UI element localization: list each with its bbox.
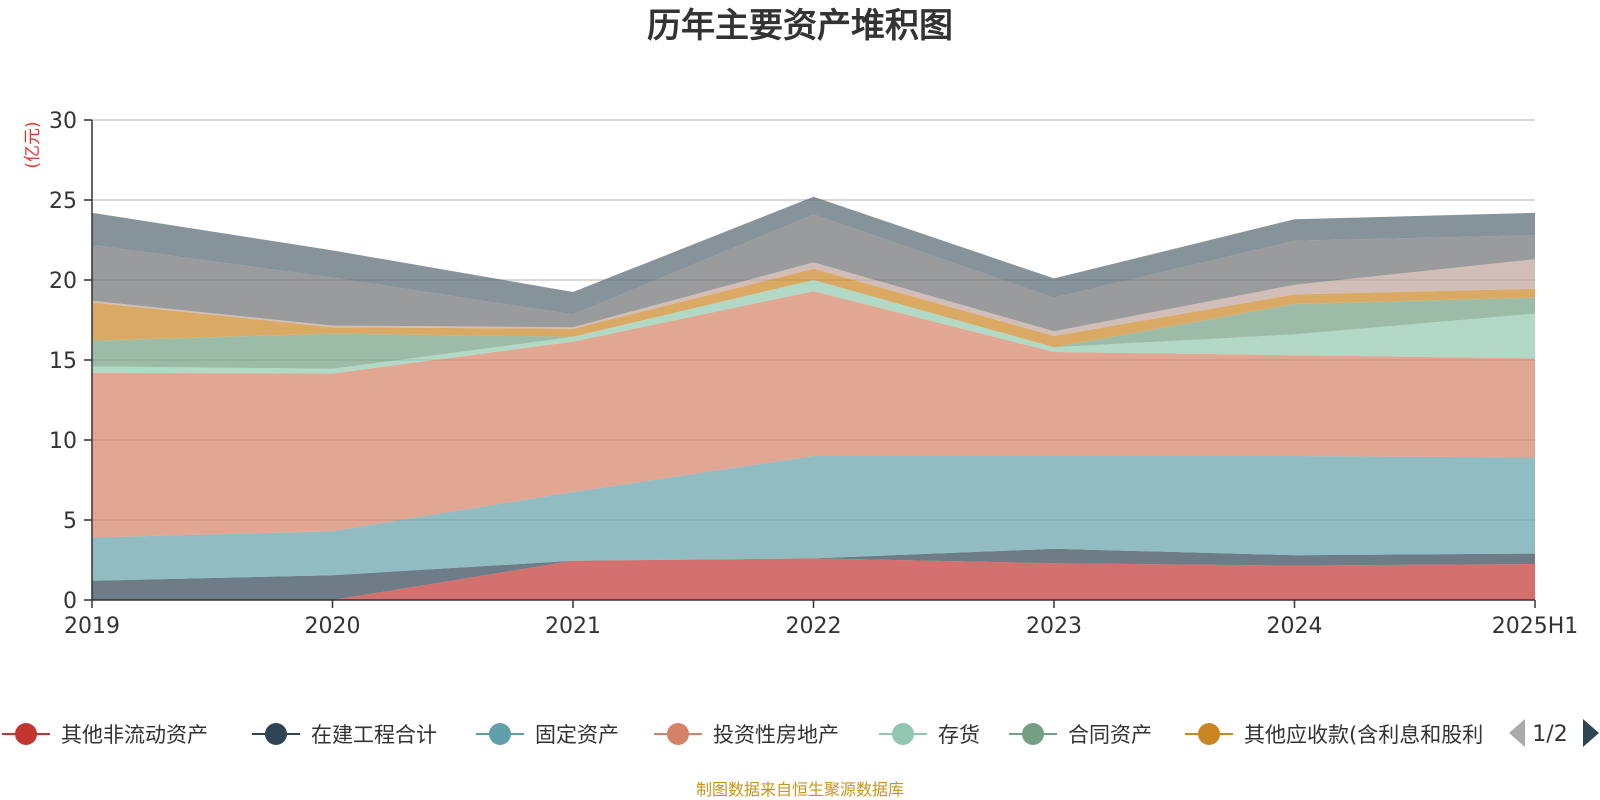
area-series-2 [92, 456, 1535, 581]
legend-pager: 1/2 [1509, 719, 1599, 747]
legend-item[interactable]: 在建工程合计 [252, 723, 437, 747]
legend-item[interactable]: 固定资产 [476, 723, 619, 747]
legend-circle-icon [892, 723, 914, 745]
area-series-5 [92, 280, 1535, 369]
area-series-0 [92, 558, 1535, 600]
area-series-8 [92, 214, 1535, 332]
y-tick-label: 0 [63, 589, 77, 614]
legend-item[interactable]: 合同资产 [1009, 723, 1152, 747]
y-tick-label: 20 [49, 269, 77, 294]
legend-item[interactable]: 其他非流动资产 [2, 723, 208, 747]
chart-title: 历年主要资产堆积图 [647, 6, 953, 46]
data-source-note: 制图数据来自恒生聚源数据库 [696, 780, 904, 799]
legend-page-indicator: 1/2 [1532, 722, 1567, 747]
y-tick-label: 30 [49, 109, 77, 134]
axes: 0 5 10 15 20 25 30 2019 2020 2021 2022 2023 2024 2025… [49, 109, 1578, 639]
legend-item[interactable]: 其他应收款(含利息和股利) [1185, 723, 1491, 747]
y-tick-label: 10 [49, 429, 77, 454]
legend-item-label: 固定资产 [535, 723, 619, 747]
legend-item-label: 投资性房地产 [713, 723, 839, 747]
y-tick-label: 25 [49, 189, 77, 214]
legend: 其他非流动资产 在建工程合计 固定资产 投资性房地产 存货 合同资产 其他应收款(含利息和股… [2, 723, 1491, 747]
legend-circle-icon [1022, 723, 1044, 745]
legend-circle-icon [15, 723, 37, 745]
legend-circle-icon [667, 723, 689, 745]
x-tick-label: 2019 [64, 614, 120, 639]
y-tick-label: 5 [63, 509, 77, 534]
legend-item[interactable]: 投资性房地产 [654, 723, 839, 747]
legend-item[interactable]: 存货 [879, 723, 980, 747]
x-tick-label: 2020 [305, 614, 361, 639]
legend-circle-icon [489, 723, 511, 745]
legend-item-label: 在建工程合计 [311, 723, 437, 747]
legend-item-label: 存货 [938, 723, 980, 747]
legend-circle-icon [265, 723, 287, 745]
legend-next-page-arrow-icon[interactable] [1583, 719, 1599, 747]
y-tick-label: 15 [49, 349, 77, 374]
y-axis-unit-label: (亿元) [23, 121, 43, 168]
x-tick-label: 2024 [1267, 614, 1323, 639]
legend-item-label: 其他非流动资产 [61, 723, 208, 747]
area-series-3 [92, 291, 1535, 538]
x-tick-label: 2025H1 [1492, 614, 1579, 639]
area-series-4 [92, 280, 1535, 374]
area-series-7 [92, 259, 1535, 336]
area-series-6 [92, 268, 1535, 348]
legend-circle-icon [1198, 723, 1220, 745]
x-tick-label: 2023 [1026, 614, 1082, 639]
legend-item-label: 合同资产 [1068, 723, 1152, 747]
legend-prev-page-arrow-icon[interactable] [1509, 719, 1525, 747]
area-series-9 [92, 196, 1535, 315]
x-tick-label: 2021 [545, 614, 601, 639]
x-tick-label: 2022 [786, 614, 842, 639]
area-series-group [92, 196, 1535, 600]
legend-item-label: 其他应收款(含利息和股利) [1244, 723, 1491, 747]
area-series-1 [92, 548, 1535, 600]
